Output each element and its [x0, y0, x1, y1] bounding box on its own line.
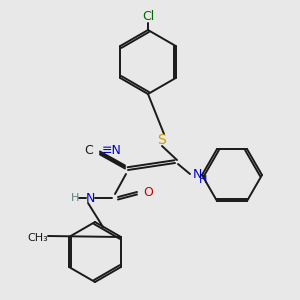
Text: C: C — [84, 143, 93, 157]
Text: H: H — [199, 175, 207, 185]
Text: H: H — [71, 193, 79, 203]
Text: S: S — [158, 133, 166, 147]
Text: N: N — [192, 167, 202, 181]
Text: O: O — [143, 185, 153, 199]
Text: Cl: Cl — [142, 11, 154, 23]
Text: CH₃: CH₃ — [28, 233, 48, 243]
Text: ≡N: ≡N — [102, 143, 122, 157]
Text: N: N — [85, 191, 95, 205]
